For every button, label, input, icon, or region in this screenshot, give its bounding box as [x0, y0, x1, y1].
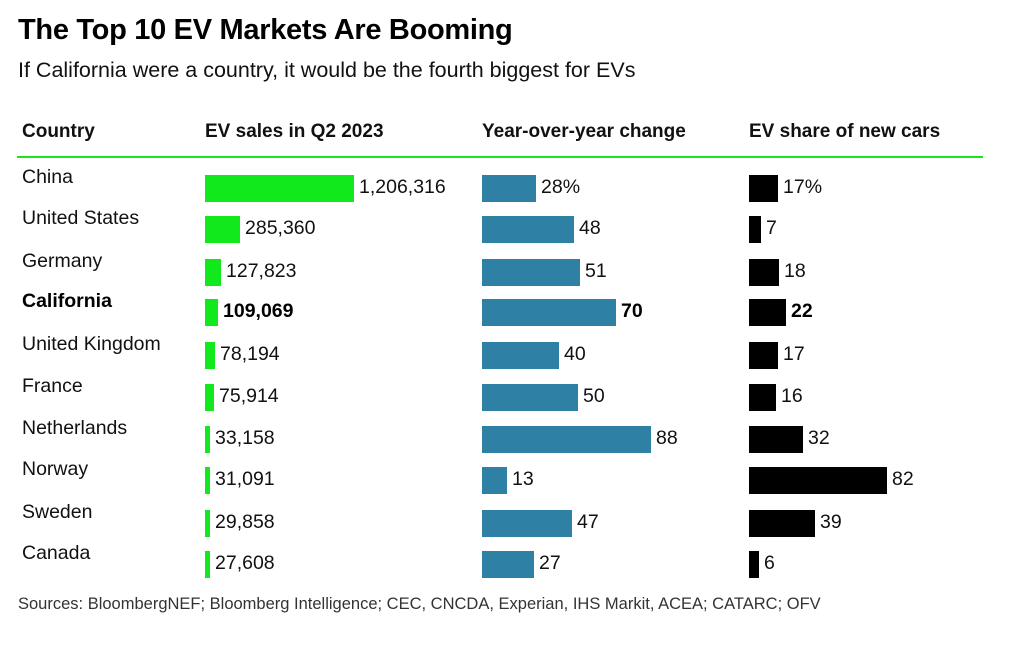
yoy-value-label: 51	[585, 260, 607, 282]
source-note: Sources: BloombergNEF; Bloomberg Intelli…	[18, 595, 821, 613]
sales-value-label: 1,206,316	[359, 176, 446, 198]
share-bar	[749, 467, 887, 494]
column-header-sales: EV sales in Q2 2023	[205, 121, 384, 142]
sales-bar	[205, 426, 210, 453]
yoy-bar	[482, 299, 616, 326]
yoy-value-label: 48	[579, 217, 601, 239]
table-row: California 109,069 70 22	[0, 290, 1025, 332]
share-value-label: 7	[766, 217, 777, 239]
header-rule	[17, 156, 983, 158]
sales-value-label: 285,360	[245, 217, 316, 239]
country-label: California	[22, 290, 112, 312]
yoy-value-label: 13	[512, 468, 534, 490]
sales-value-label: 75,914	[219, 385, 279, 407]
table-row: China 1,206,316 28% 17%	[0, 166, 1025, 208]
country-label: Sweden	[22, 501, 93, 523]
yoy-value-label: 70	[621, 300, 643, 322]
country-label: China	[22, 166, 73, 188]
share-bar	[749, 342, 778, 369]
yoy-bar	[482, 216, 574, 243]
chart-subtitle: If California were a country, it would b…	[18, 58, 636, 82]
table-row: Netherlands 33,158 88 32	[0, 417, 1025, 459]
table-row: Canada 27,608 27 6	[0, 542, 1025, 584]
share-value-label: 6	[764, 552, 775, 574]
column-header-share: EV share of new cars	[749, 121, 941, 142]
country-label: Canada	[22, 542, 91, 564]
share-value-label: 82	[892, 468, 914, 490]
sales-value-label: 29,858	[215, 511, 275, 533]
sales-bar	[205, 384, 214, 411]
yoy-bar	[482, 551, 534, 578]
sales-bar	[205, 259, 221, 286]
sales-value-label: 27,608	[215, 552, 275, 574]
share-value-label: 17	[783, 343, 805, 365]
share-bar	[749, 384, 776, 411]
country-label: Norway	[22, 458, 89, 480]
chart-title: The Top 10 EV Markets Are Booming	[18, 14, 513, 46]
table-row: Sweden 29,858 47 39	[0, 501, 1025, 543]
table-row: France 75,914 50 16	[0, 375, 1025, 417]
sales-bar	[205, 510, 210, 537]
sales-bar	[205, 551, 210, 578]
table-row: Germany 127,823 51 18	[0, 250, 1025, 292]
sales-value-label: 33,158	[215, 427, 275, 449]
country-label: Netherlands	[22, 417, 128, 439]
column-header-yoy: Year-over-year change	[482, 121, 686, 142]
country-label: United States	[22, 207, 140, 229]
table-row: Norway 31,091 13 82	[0, 458, 1025, 500]
yoy-value-label: 88	[656, 427, 678, 449]
yoy-value-label: 28%	[541, 176, 581, 198]
sales-value-label: 109,069	[223, 300, 294, 322]
yoy-value-label: 47	[577, 511, 599, 533]
yoy-bar	[482, 175, 536, 202]
share-value-label: 17%	[783, 176, 823, 198]
share-bar	[749, 299, 786, 326]
sales-value-label: 78,194	[220, 343, 280, 365]
sales-value-label: 127,823	[226, 260, 297, 282]
share-bar	[749, 510, 815, 537]
country-label: France	[22, 375, 83, 397]
share-value-label: 18	[784, 260, 806, 282]
sales-bar	[205, 467, 210, 494]
share-value-label: 32	[808, 427, 830, 449]
sales-bar	[205, 175, 354, 202]
column-header-country: Country	[22, 121, 95, 142]
yoy-bar	[482, 342, 559, 369]
yoy-bar	[482, 426, 651, 453]
yoy-value-label: 27	[539, 552, 561, 574]
share-value-label: 39	[820, 511, 842, 533]
yoy-bar	[482, 259, 580, 286]
table-row: United States 285,360 48 7	[0, 207, 1025, 249]
country-label: United Kingdom	[22, 333, 161, 355]
table-row: United Kingdom 78,194 40 17	[0, 333, 1025, 375]
share-bar	[749, 175, 778, 202]
sales-bar	[205, 216, 240, 243]
share-bar	[749, 259, 779, 286]
yoy-value-label: 40	[564, 343, 586, 365]
share-value-label: 16	[781, 385, 803, 407]
share-bar	[749, 426, 803, 453]
share-value-label: 22	[791, 300, 813, 322]
yoy-bar	[482, 510, 572, 537]
sales-bar	[205, 342, 215, 369]
yoy-bar	[482, 384, 578, 411]
share-bar	[749, 551, 759, 578]
sales-bar	[205, 299, 218, 326]
share-bar	[749, 216, 761, 243]
country-label: Germany	[22, 250, 103, 272]
sales-value-label: 31,091	[215, 468, 275, 490]
yoy-value-label: 50	[583, 385, 605, 407]
yoy-bar	[482, 467, 507, 494]
